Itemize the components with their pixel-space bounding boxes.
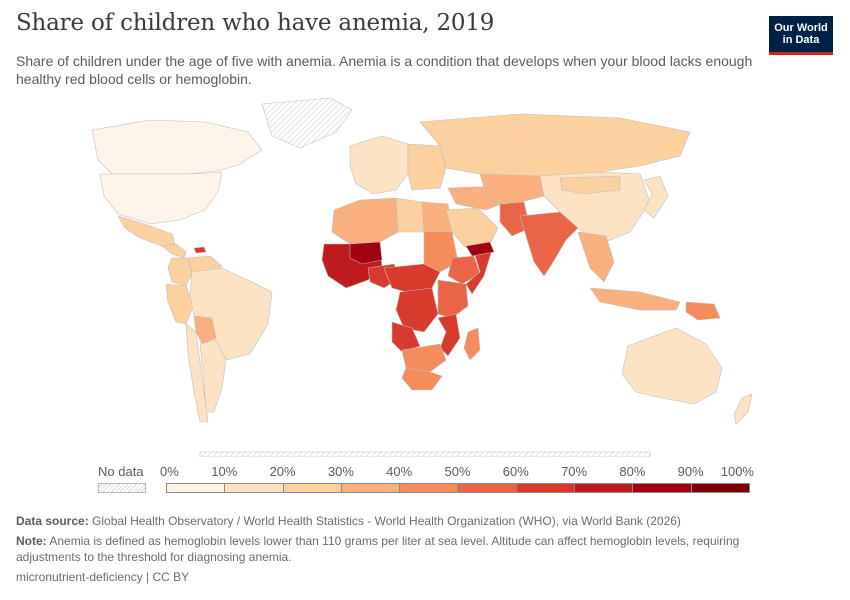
country-central-asia[interactable] [479, 173, 545, 205]
legend-tick-label: 40% [386, 464, 413, 479]
note-text: Anemia is defined as hemoglobin levels l… [16, 534, 740, 564]
country-brazil[interactable] [189, 267, 273, 361]
country-ethiopia[interactable] [447, 255, 481, 285]
chart-subtitle: Share of children under the age of five … [16, 53, 753, 87]
country-bolivia[interactable] [193, 315, 217, 345]
legend-tick-label: 90% [677, 464, 704, 479]
country-haiti[interactable] [193, 246, 207, 254]
country-pakistan[interactable] [499, 201, 531, 237]
country-east-africa[interactable] [437, 279, 469, 319]
data-source-link[interactable]: Global Health Observatory / World Health… [92, 514, 681, 528]
country-antarctica[interactable] [199, 451, 651, 457]
country-madagascar[interactable] [463, 327, 481, 361]
legend-bin[interactable] [340, 483, 401, 493]
license-link[interactable]: micronutrient-deficiency | CC BY [16, 570, 190, 584]
country-dr-congo[interactable] [395, 287, 439, 333]
country-chile[interactable] [185, 323, 209, 423]
legend-bin[interactable] [690, 483, 750, 493]
chart-note: Note: Anemia is defined as hemoglobin le… [16, 533, 806, 565]
data-source-label: Data source: [16, 514, 89, 528]
legend-bin[interactable] [224, 483, 284, 493]
country-egypt[interactable] [421, 201, 453, 233]
country-russia[interactable] [419, 113, 691, 179]
legend-bin[interactable] [457, 483, 517, 493]
country-united-states[interactable] [99, 171, 223, 225]
legend-tick-label: 10% [211, 464, 238, 479]
world-map [91, 97, 753, 457]
country-north-africa[interactable] [331, 197, 399, 245]
legend-tick-label: 30% [327, 464, 354, 479]
legend-tick-label: 20% [269, 464, 296, 479]
license-line: micronutrient-deficiency | CC BY [16, 569, 816, 585]
owid-logo[interactable]: Our World in Data [769, 16, 833, 55]
legend-bin[interactable] [399, 483, 459, 493]
country-colombia[interactable] [167, 257, 193, 287]
country-southern-africa[interactable] [401, 343, 447, 373]
legend-tick-label: 100% [720, 464, 754, 479]
logo-text: Our World in Data [774, 22, 828, 46]
country-india[interactable] [519, 211, 579, 277]
note-label: Note: [16, 534, 47, 548]
country-argentina[interactable] [199, 339, 227, 413]
legend-no-data-label: No data [98, 464, 144, 479]
legend-bin[interactable] [632, 483, 692, 493]
country-new-zealand[interactable] [733, 393, 753, 425]
country-australia[interactable] [621, 327, 723, 405]
country-mozambique[interactable] [437, 313, 461, 357]
data-source: Data source: Global Health Observatory /… [16, 513, 816, 529]
country-greenland[interactable] [261, 97, 353, 149]
country-south-africa[interactable] [401, 367, 443, 391]
legend-tick-label: 50% [444, 464, 471, 479]
country-mali[interactable] [349, 241, 383, 265]
legend-bin[interactable] [282, 483, 342, 493]
country-indonesia[interactable] [589, 287, 681, 311]
legend-no-data-swatch [98, 483, 146, 493]
country-mongolia[interactable] [559, 175, 621, 195]
legend-bin[interactable] [515, 483, 576, 493]
map-legend: No data 0% 10% 20% 30% 40% 50% 60% 70% 80% 90% 100… [98, 462, 778, 502]
country-canada[interactable] [91, 119, 263, 175]
country-yemen[interactable] [465, 241, 495, 257]
legend-bin[interactable] [574, 483, 634, 493]
country-sudan[interactable] [423, 231, 459, 273]
legend-tick-label: 80% [619, 464, 646, 479]
country-southeast-asia[interactable] [577, 231, 615, 283]
country-eastern-europe[interactable] [407, 143, 447, 191]
chart-title: Share of children who have anemia, 2019 [16, 10, 495, 36]
country-libya[interactable] [395, 197, 425, 233]
legend-tick-label: 0% [160, 464, 179, 479]
country-central-america[interactable] [161, 243, 187, 259]
legend-tick-label: 70% [561, 464, 588, 479]
country-peru[interactable] [165, 283, 195, 325]
country-japan[interactable] [643, 175, 669, 219]
country-papua-new-guinea[interactable] [685, 301, 721, 321]
country-western-europe[interactable] [349, 135, 409, 195]
legend-bin[interactable] [166, 483, 226, 493]
legend-tick-label: 60% [502, 464, 529, 479]
